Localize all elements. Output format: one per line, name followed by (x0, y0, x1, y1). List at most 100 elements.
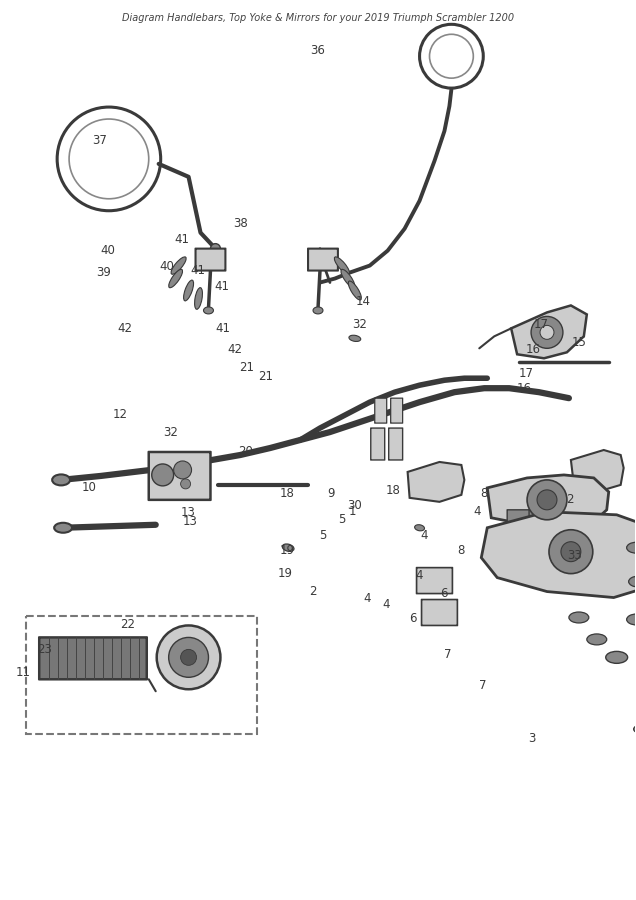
Ellipse shape (628, 576, 636, 587)
Text: 41: 41 (214, 280, 229, 293)
Ellipse shape (54, 523, 72, 533)
Text: 19: 19 (277, 567, 293, 580)
Text: 40: 40 (160, 259, 175, 273)
Circle shape (549, 530, 593, 573)
Ellipse shape (349, 335, 361, 341)
Ellipse shape (335, 256, 349, 274)
Text: 13: 13 (181, 507, 196, 519)
Circle shape (169, 637, 209, 678)
Text: 20: 20 (238, 446, 252, 458)
FancyBboxPatch shape (149, 452, 211, 500)
Ellipse shape (52, 474, 70, 485)
Text: 32: 32 (163, 426, 179, 438)
Text: 19: 19 (280, 544, 295, 557)
Text: 4: 4 (474, 505, 481, 518)
Text: 7: 7 (479, 679, 487, 691)
Ellipse shape (204, 307, 214, 314)
Ellipse shape (195, 288, 202, 310)
Text: 21: 21 (240, 361, 254, 374)
Text: 12: 12 (113, 408, 128, 420)
FancyBboxPatch shape (371, 428, 385, 460)
Text: 5: 5 (319, 528, 327, 542)
Text: 42: 42 (118, 322, 132, 336)
Circle shape (181, 479, 191, 489)
Text: 6: 6 (439, 587, 447, 600)
Text: 2: 2 (309, 585, 317, 598)
Ellipse shape (282, 544, 294, 552)
FancyBboxPatch shape (308, 248, 338, 271)
Circle shape (156, 626, 221, 689)
Text: 4: 4 (415, 569, 423, 582)
Text: 16: 16 (516, 382, 531, 395)
FancyBboxPatch shape (507, 509, 535, 548)
Polygon shape (571, 450, 624, 490)
FancyBboxPatch shape (529, 509, 557, 548)
Text: 15: 15 (572, 336, 586, 349)
Text: 10: 10 (81, 482, 96, 494)
Text: 39: 39 (97, 266, 111, 279)
Ellipse shape (626, 614, 636, 625)
Circle shape (540, 326, 554, 339)
FancyBboxPatch shape (391, 398, 403, 423)
Text: 6: 6 (409, 612, 417, 625)
Circle shape (181, 650, 197, 665)
Ellipse shape (633, 725, 636, 734)
Text: 17: 17 (518, 367, 533, 380)
Text: 8: 8 (480, 487, 488, 500)
Ellipse shape (605, 652, 628, 663)
Circle shape (174, 461, 191, 479)
Circle shape (531, 317, 563, 348)
Text: 4: 4 (383, 598, 390, 611)
Text: 22: 22 (121, 618, 135, 632)
Text: 9: 9 (327, 487, 335, 500)
Text: 1: 1 (349, 505, 357, 518)
Text: 42: 42 (227, 343, 242, 356)
Circle shape (527, 480, 567, 520)
Text: Diagram Handlebars, Top Yoke & Mirrors for your 2019 Triumph Scrambler 1200: Diagram Handlebars, Top Yoke & Mirrors f… (122, 14, 514, 23)
Text: 13: 13 (183, 516, 198, 528)
Polygon shape (481, 512, 636, 598)
Text: 33: 33 (567, 549, 582, 562)
Text: 18: 18 (280, 487, 295, 500)
Text: 41: 41 (174, 233, 190, 246)
Text: 38: 38 (233, 218, 248, 230)
Text: 8: 8 (457, 544, 464, 557)
Text: 23: 23 (37, 643, 52, 656)
Polygon shape (487, 475, 609, 527)
Text: 30: 30 (347, 500, 362, 512)
Circle shape (561, 542, 581, 562)
Ellipse shape (415, 525, 424, 531)
Text: 2: 2 (566, 493, 574, 506)
FancyBboxPatch shape (417, 568, 452, 594)
Text: 4: 4 (364, 591, 371, 605)
Circle shape (537, 490, 557, 509)
Text: 37: 37 (92, 134, 107, 147)
Text: 17: 17 (534, 318, 548, 331)
Circle shape (211, 244, 221, 254)
Text: 11: 11 (16, 666, 31, 679)
Ellipse shape (569, 612, 589, 623)
Ellipse shape (341, 269, 355, 288)
Ellipse shape (587, 634, 607, 645)
Circle shape (152, 464, 174, 486)
Ellipse shape (349, 281, 361, 300)
Ellipse shape (171, 256, 186, 274)
Text: 14: 14 (356, 295, 371, 309)
Text: 4: 4 (420, 528, 428, 542)
Text: 3: 3 (529, 733, 536, 745)
Ellipse shape (626, 542, 636, 554)
Text: 5: 5 (338, 514, 346, 526)
Ellipse shape (313, 307, 323, 314)
FancyBboxPatch shape (422, 599, 457, 625)
Text: 21: 21 (259, 370, 273, 382)
Text: 40: 40 (100, 244, 115, 257)
Text: 41: 41 (190, 264, 205, 277)
Polygon shape (511, 305, 587, 358)
FancyBboxPatch shape (389, 428, 403, 460)
Ellipse shape (169, 269, 183, 288)
Text: 41: 41 (216, 322, 230, 336)
Text: 18: 18 (385, 484, 400, 497)
FancyBboxPatch shape (375, 398, 387, 423)
Polygon shape (408, 462, 464, 502)
FancyBboxPatch shape (195, 248, 225, 271)
